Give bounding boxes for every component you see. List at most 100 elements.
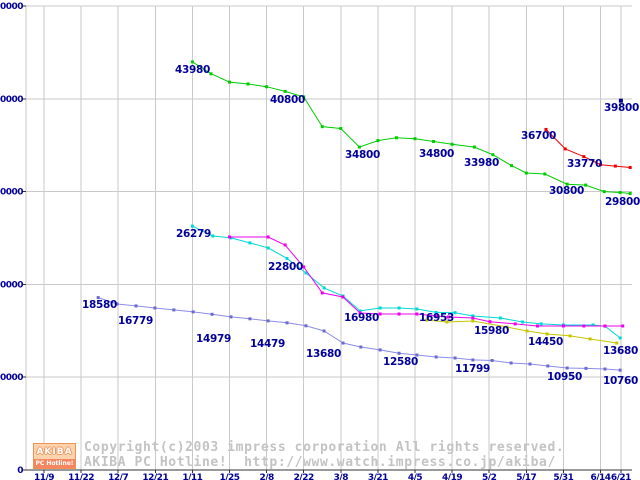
- price-label: 15980: [474, 325, 509, 337]
- akiba-logo[interactable]: AKIBA PC Hotline!: [33, 443, 76, 469]
- y-axis-label: 20000: [0, 280, 23, 290]
- copyright-line-1: Copyright(c)2003 impress corporation All…: [84, 440, 565, 455]
- series-green-marker: [228, 80, 231, 84]
- price-label: 34800: [345, 149, 380, 161]
- series-magenta-marker: [302, 265, 306, 269]
- series-cyan-marker: [358, 309, 362, 313]
- akiba-logo-title: AKIBA: [36, 446, 73, 457]
- series-violet-marker: [490, 359, 494, 363]
- price-label: 13680: [306, 348, 341, 360]
- price-label: 14450: [528, 336, 563, 348]
- series-violet-marker: [248, 317, 252, 321]
- x-axis-label: 1/25: [219, 473, 239, 480]
- x-axis-label: 4/19: [442, 473, 462, 480]
- series-magenta-marker: [228, 235, 231, 239]
- y-axis-label: 30000: [0, 188, 23, 198]
- series-cyan-marker: [498, 316, 502, 320]
- series-red-marker: [613, 164, 617, 168]
- series-violet-line: [98, 297, 621, 371]
- series-magenta-marker: [513, 322, 517, 326]
- series-magenta-marker: [621, 324, 625, 328]
- series-violet-marker: [509, 361, 513, 365]
- series-green-marker: [584, 183, 588, 187]
- x-axis-label: 12/21: [142, 473, 168, 480]
- price-label: 22800: [268, 261, 303, 273]
- series-magenta-marker: [434, 314, 438, 318]
- series-violet-marker: [618, 368, 622, 372]
- series-green-marker: [491, 153, 495, 157]
- x-axis-label: 11/22: [68, 473, 94, 480]
- series-green-marker: [394, 136, 398, 140]
- series-violet-marker: [415, 353, 419, 357]
- series-cyan-marker: [378, 306, 382, 310]
- price-label: 10760: [603, 375, 638, 387]
- price-label: 10950: [547, 371, 582, 383]
- y-axis-label: 10000: [0, 373, 23, 383]
- series-green-marker: [320, 125, 324, 129]
- series-violet-marker: [359, 345, 363, 349]
- x-axis-label: 6/21: [611, 473, 631, 480]
- y-axis-label: 50000: [0, 2, 23, 12]
- series-cyan-marker: [434, 310, 438, 314]
- series-cyan-line: [192, 225, 621, 339]
- price-label: 14479: [250, 338, 285, 350]
- series-violet-marker: [341, 341, 345, 345]
- x-axis-label: 5/2: [482, 473, 497, 480]
- series-violet-marker: [397, 351, 401, 355]
- price-label: 39800: [604, 102, 639, 114]
- series-cyan-marker: [248, 241, 252, 245]
- series-magenta-line: [229, 236, 623, 327]
- series-red-line: [545, 129, 631, 168]
- series-olive-marker: [615, 341, 619, 345]
- y-axis-label: 0: [17, 466, 23, 476]
- price-label: 12580: [383, 356, 418, 368]
- series-green-marker: [543, 172, 547, 176]
- series-cyan-marker: [397, 306, 401, 310]
- price-label: 33980: [464, 157, 499, 169]
- series-cyan-marker: [591, 323, 595, 327]
- x-axis-label: 5/17: [516, 473, 536, 480]
- x-axis-label: 2/22: [294, 473, 314, 480]
- price-label: 29800: [605, 196, 640, 208]
- series-olive-marker: [545, 332, 549, 336]
- series-magenta-marker: [415, 312, 419, 316]
- price-label: 16980: [344, 312, 379, 324]
- series-violet-marker: [285, 321, 289, 325]
- price-label: 11799: [455, 363, 490, 375]
- series-green-marker: [628, 191, 632, 195]
- series-violet-marker: [96, 296, 100, 300]
- series-cyan-marker: [539, 322, 543, 326]
- series-violet-marker: [378, 348, 382, 352]
- price-label: 14979: [196, 333, 231, 345]
- series-green-marker: [302, 95, 306, 99]
- series-cyan-marker: [285, 256, 289, 260]
- series-cyan-marker: [266, 246, 270, 250]
- series-green-marker: [509, 164, 513, 168]
- y-axis-label: 40000: [0, 95, 23, 105]
- series-cyan-marker: [304, 271, 308, 275]
- x-axis-label: 1/11: [182, 473, 202, 480]
- x-axis-label: 3/21: [368, 473, 388, 480]
- series-red-marker: [628, 165, 632, 169]
- series-magenta-marker: [341, 295, 345, 299]
- x-axis-label: 5/31: [553, 473, 573, 480]
- price-label: 16953: [419, 312, 454, 324]
- series-cyan-marker: [618, 336, 622, 340]
- x-axis-label: 6/14: [590, 473, 610, 480]
- series-green-marker: [265, 85, 269, 89]
- series-olive-marker: [471, 319, 475, 323]
- price-label: 13680: [603, 345, 638, 357]
- series-violet-marker: [434, 355, 438, 359]
- series-violet-marker: [115, 302, 119, 306]
- series-olive-marker: [525, 329, 529, 333]
- series-magenta-marker: [397, 312, 401, 316]
- series-green-marker: [602, 190, 606, 194]
- x-axis-label: 12/7: [108, 473, 128, 480]
- series-violet-marker: [191, 310, 195, 314]
- price-label: 34800: [419, 148, 454, 160]
- series-green-marker: [190, 60, 194, 64]
- price-label: 30800: [549, 185, 584, 197]
- series-magenta-marker: [488, 320, 492, 324]
- series-cyan-marker: [322, 286, 326, 290]
- series-green-marker: [246, 82, 250, 86]
